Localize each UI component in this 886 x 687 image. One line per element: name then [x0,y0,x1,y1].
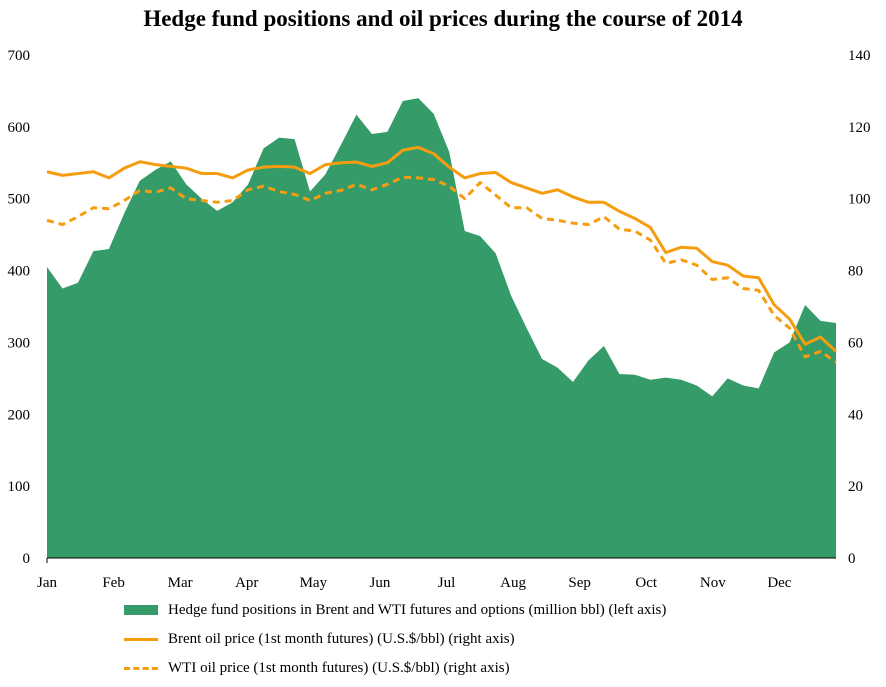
x-tick-label: Nov [700,575,726,591]
x-tick-label: Jun [369,575,390,591]
x-tick-label: Mar [168,575,193,591]
chart-title: Hedge fund positions and oil prices duri… [143,6,743,31]
y-left-tick-label: 500 [8,192,31,208]
y-right-tick-label: 80 [848,264,863,280]
x-tick-label: Dec [767,575,791,591]
y-left-tick-label: 600 [8,120,31,136]
line-brent-price [46,145,838,353]
x-tick-label: Apr [235,575,258,591]
y-left-tick-label: 300 [8,335,31,351]
y-left-tick-label: 100 [8,479,31,495]
area-hedge-fund-positions [47,98,836,559]
x-tick-label: Feb [102,575,125,591]
x-tick-label: Jul [438,575,456,591]
line-wti-price [46,175,837,364]
legend-label: WTI oil price (1st month futures) (U.S.$… [168,660,510,676]
y-left-tick-label: 200 [8,407,31,423]
y-right-tick-label: 140 [848,48,871,64]
y-right-tick-label: 60 [848,335,863,351]
chart-svg: 0 100 200 300 400 500 600 700 0 20 40 60 80 100 120 140… [8,48,871,591]
legend-label: Hedge fund positions in Brent and WTI fu… [168,602,667,618]
x-tick-label: Sep [568,575,591,591]
y-left-tick-label: 400 [8,264,31,280]
x-tick-label: May [300,575,328,591]
y-left-tick-label: 0 [23,551,31,567]
y-right-tick-label: 120 [848,120,871,136]
y-right-tick-label: 20 [848,479,863,495]
legend-swatch-dashed [124,667,158,670]
y-right-tick-label: 40 [848,407,863,423]
y-left-tick-label: 700 [8,48,31,64]
x-tick-label: Aug [500,575,526,591]
x-tick-label: Oct [635,575,657,591]
y-right-tick-label: 100 [848,192,871,208]
legend-label: Brent oil price (1st month futures) (U.S… [168,631,515,647]
x-tick-label: Jan [37,575,57,591]
legend-swatch-area [124,605,158,615]
legend-swatch-solid [124,638,158,641]
y-right-tick-label: 0 [848,551,856,567]
